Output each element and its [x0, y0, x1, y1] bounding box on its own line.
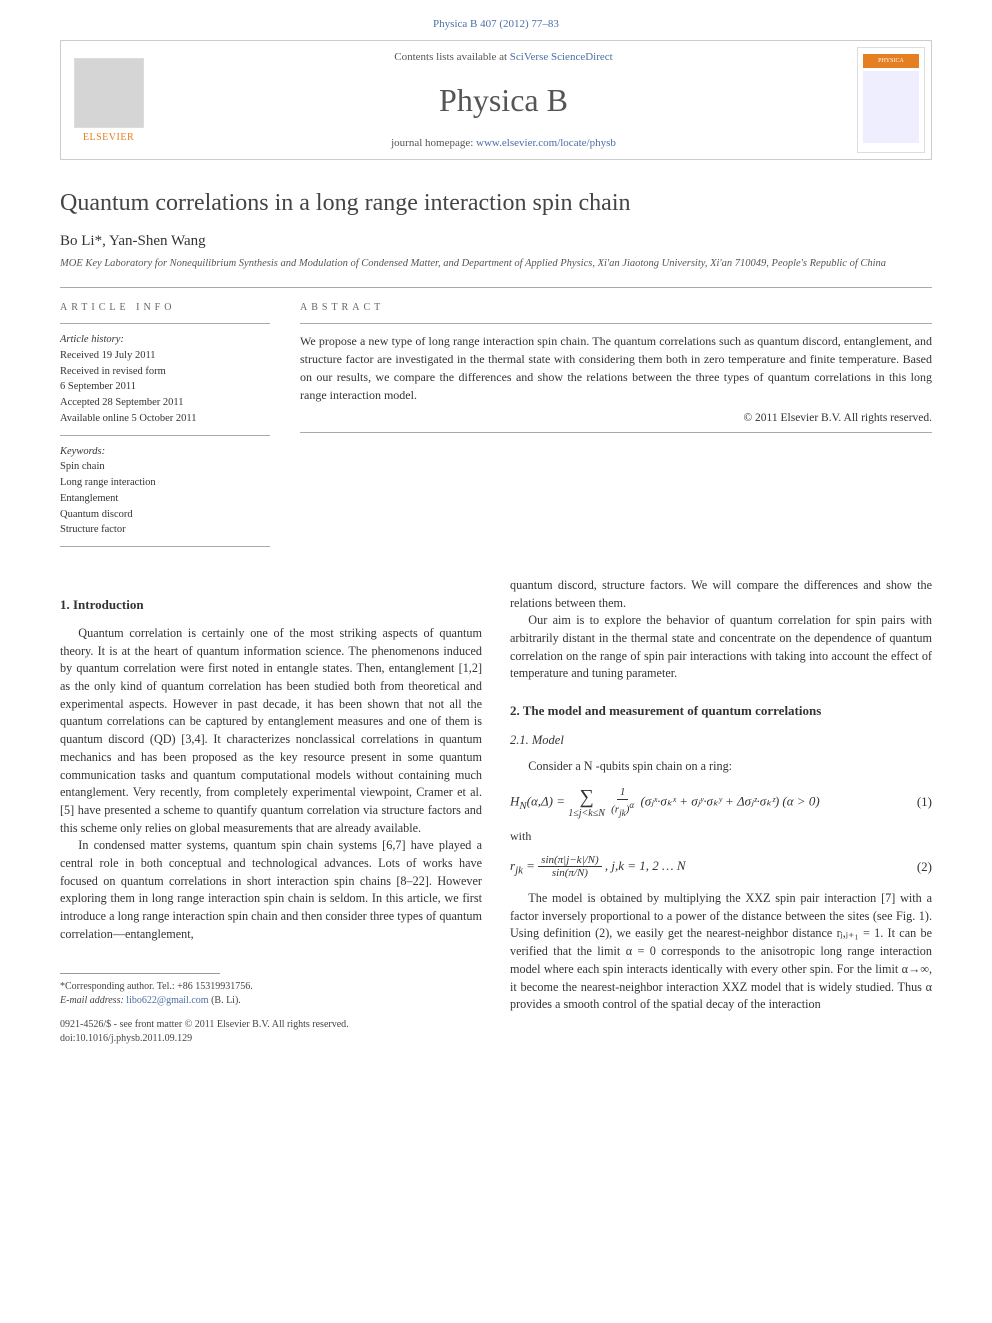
eq1-frac-top: 1: [617, 786, 629, 800]
email-who: (B. Li).: [209, 995, 241, 1006]
accepted-date: Accepted 28 September 2011: [60, 395, 270, 411]
revised-line1: Received in revised form: [60, 364, 270, 380]
homepage-pre: journal homepage:: [391, 137, 476, 149]
eq1-frac-bot: (rjk)α: [608, 800, 637, 818]
intro-para-3-cont: quantum discord, structure factors. We w…: [510, 577, 932, 612]
banner-center: Contents lists available at SciVerse Sci…: [156, 41, 851, 159]
abstract-heading: ABSTRACT: [300, 302, 932, 313]
model-para-1: Consider a N -qubits spin chain on a rin…: [510, 758, 932, 776]
eq2-rest: , j,k = 1, 2 … N: [605, 858, 686, 873]
elsevier-tree-icon: [74, 58, 144, 128]
keyword: Structure factor: [60, 522, 270, 538]
intro-para-4: Our aim is to explore the behavior of qu…: [510, 612, 932, 683]
left-column: 1. Introduction Quantum correlation is c…: [60, 577, 482, 1046]
article-title: Quantum correlations in a long range int…: [60, 190, 932, 217]
eq1-args: (α,Δ) =: [527, 793, 569, 808]
email-link[interactable]: libo622@gmail.com: [126, 995, 208, 1006]
journal-cover: PHYSICA: [851, 41, 931, 159]
intro-para-1: Quantum correlation is certainly one of …: [60, 625, 482, 837]
equation-2: rjk = sin(π|j−k|/N) sin(π/N) , j,k = 1, …: [510, 854, 932, 880]
eq2-eq: =: [523, 858, 538, 873]
eq1-number: (1): [902, 794, 932, 810]
citation-link[interactable]: Physica B 407 (2012) 77–83: [433, 18, 559, 30]
subsection-2-1: 2.1. Model: [510, 733, 932, 748]
cover-image: PHYSICA: [857, 47, 925, 153]
sum-symbol: ∑ 1≤j<k≤N: [568, 786, 605, 819]
contents-line: Contents lists available at SciVerse Sci…: [394, 51, 612, 63]
eq1-lhs: H: [510, 793, 519, 808]
eq2-body: rjk = sin(π|j−k|/N) sin(π/N) , j,k = 1, …: [510, 854, 902, 880]
divider: [60, 287, 932, 288]
eq2-frac: sin(π|j−k|/N) sin(π/N): [538, 854, 601, 880]
doi-line: doi:10.1016/j.physb.2011.09.129: [60, 1032, 482, 1046]
elsevier-logo: ELSEVIER: [61, 41, 156, 159]
issn-line: 0921-4526/$ - see front matter © 2011 El…: [60, 1018, 482, 1032]
cover-strip: PHYSICA: [863, 54, 919, 68]
abstract-copyright: © 2011 Elsevier B.V. All rights reserved…: [300, 412, 932, 424]
affiliation: MOE Key Laboratory for Nonequilibrium Sy…: [60, 258, 932, 269]
journal-name: Physica B: [439, 82, 568, 119]
email-line: E-mail address: libo622@gmail.com (B. Li…: [60, 994, 482, 1008]
section-2-heading: 2. The model and measurement of quantum …: [510, 703, 932, 719]
received-date: Received 19 July 2011: [60, 348, 270, 364]
eq1-frac: 1 (rjk)α: [608, 786, 637, 818]
keyword: Entanglement: [60, 491, 270, 507]
sum-sym: ∑: [579, 786, 593, 808]
keyword: Spin chain: [60, 459, 270, 475]
doi-block: 0921-4526/$ - see front matter © 2011 El…: [60, 1018, 482, 1046]
eq1-rest: (σⱼˣ·σₖˣ + σⱼʸ·σₖʸ + Δσⱼᶻ·σₖᶻ) (α > 0): [640, 793, 819, 808]
revised-line2: 6 September 2011: [60, 379, 270, 395]
contents-pre: Contents lists available at: [394, 51, 509, 63]
eq2-sub: jk: [515, 865, 523, 877]
keywords-label: Keywords:: [60, 444, 270, 460]
article-info-column: ARTICLE INFO Article history: Received 1…: [60, 302, 270, 547]
publisher-banner: ELSEVIER Contents lists available at Sci…: [60, 40, 932, 160]
sum-bot: 1≤j<k≤N: [568, 808, 605, 819]
homepage-line: journal homepage: www.elsevier.com/locat…: [391, 137, 616, 149]
elsevier-label: ELSEVIER: [83, 132, 134, 143]
authors: Bo Li*, Yan-Shen Wang: [60, 233, 932, 250]
history-label: Article history:: [60, 332, 270, 348]
info-heading: ARTICLE INFO: [60, 302, 270, 313]
right-column: quantum discord, structure factors. We w…: [510, 577, 932, 1046]
homepage-url[interactable]: www.elsevier.com/locate/physb: [476, 137, 616, 149]
with-text: with: [510, 829, 932, 844]
sciencedirect-link[interactable]: SciVerse ScienceDirect: [510, 51, 613, 63]
keywords-block: Keywords: Spin chain Long range interact…: [60, 435, 270, 548]
email-label: E-mail address:: [60, 995, 126, 1006]
intro-para-2: In condensed matter systems, quantum spi…: [60, 837, 482, 943]
history-block: Article history: Received 19 July 2011 R…: [60, 323, 270, 435]
keyword: Quantum discord: [60, 507, 270, 523]
page-citation: Physica B 407 (2012) 77–83: [0, 0, 992, 40]
corresponding-author: *Corresponding author. Tel.: +86 1531993…: [60, 980, 482, 994]
abstract-divider: [300, 432, 932, 433]
model-para-2: The model is obtained by multiplying the…: [510, 890, 932, 1014]
eq1-body: HN(α,Δ) = ∑ 1≤j<k≤N 1 (rjk)α (σⱼˣ·σₖˣ + …: [510, 786, 902, 819]
abstract-text: We propose a new type of long range inte…: [300, 323, 932, 404]
section-1-heading: 1. Introduction: [60, 597, 482, 613]
eq2-frac-top: sin(π|j−k|/N): [538, 854, 601, 868]
eq2-frac-bot: sin(π/N): [549, 867, 591, 880]
footnote-divider: [60, 973, 220, 974]
eq2-number: (2): [902, 859, 932, 875]
cover-pic: [863, 71, 919, 143]
abstract-column: ABSTRACT We propose a new type of long r…: [300, 302, 932, 547]
equation-1: HN(α,Δ) = ∑ 1≤j<k≤N 1 (rjk)α (σⱼˣ·σₖˣ + …: [510, 786, 932, 819]
online-date: Available online 5 October 2011: [60, 411, 270, 427]
keyword: Long range interaction: [60, 475, 270, 491]
